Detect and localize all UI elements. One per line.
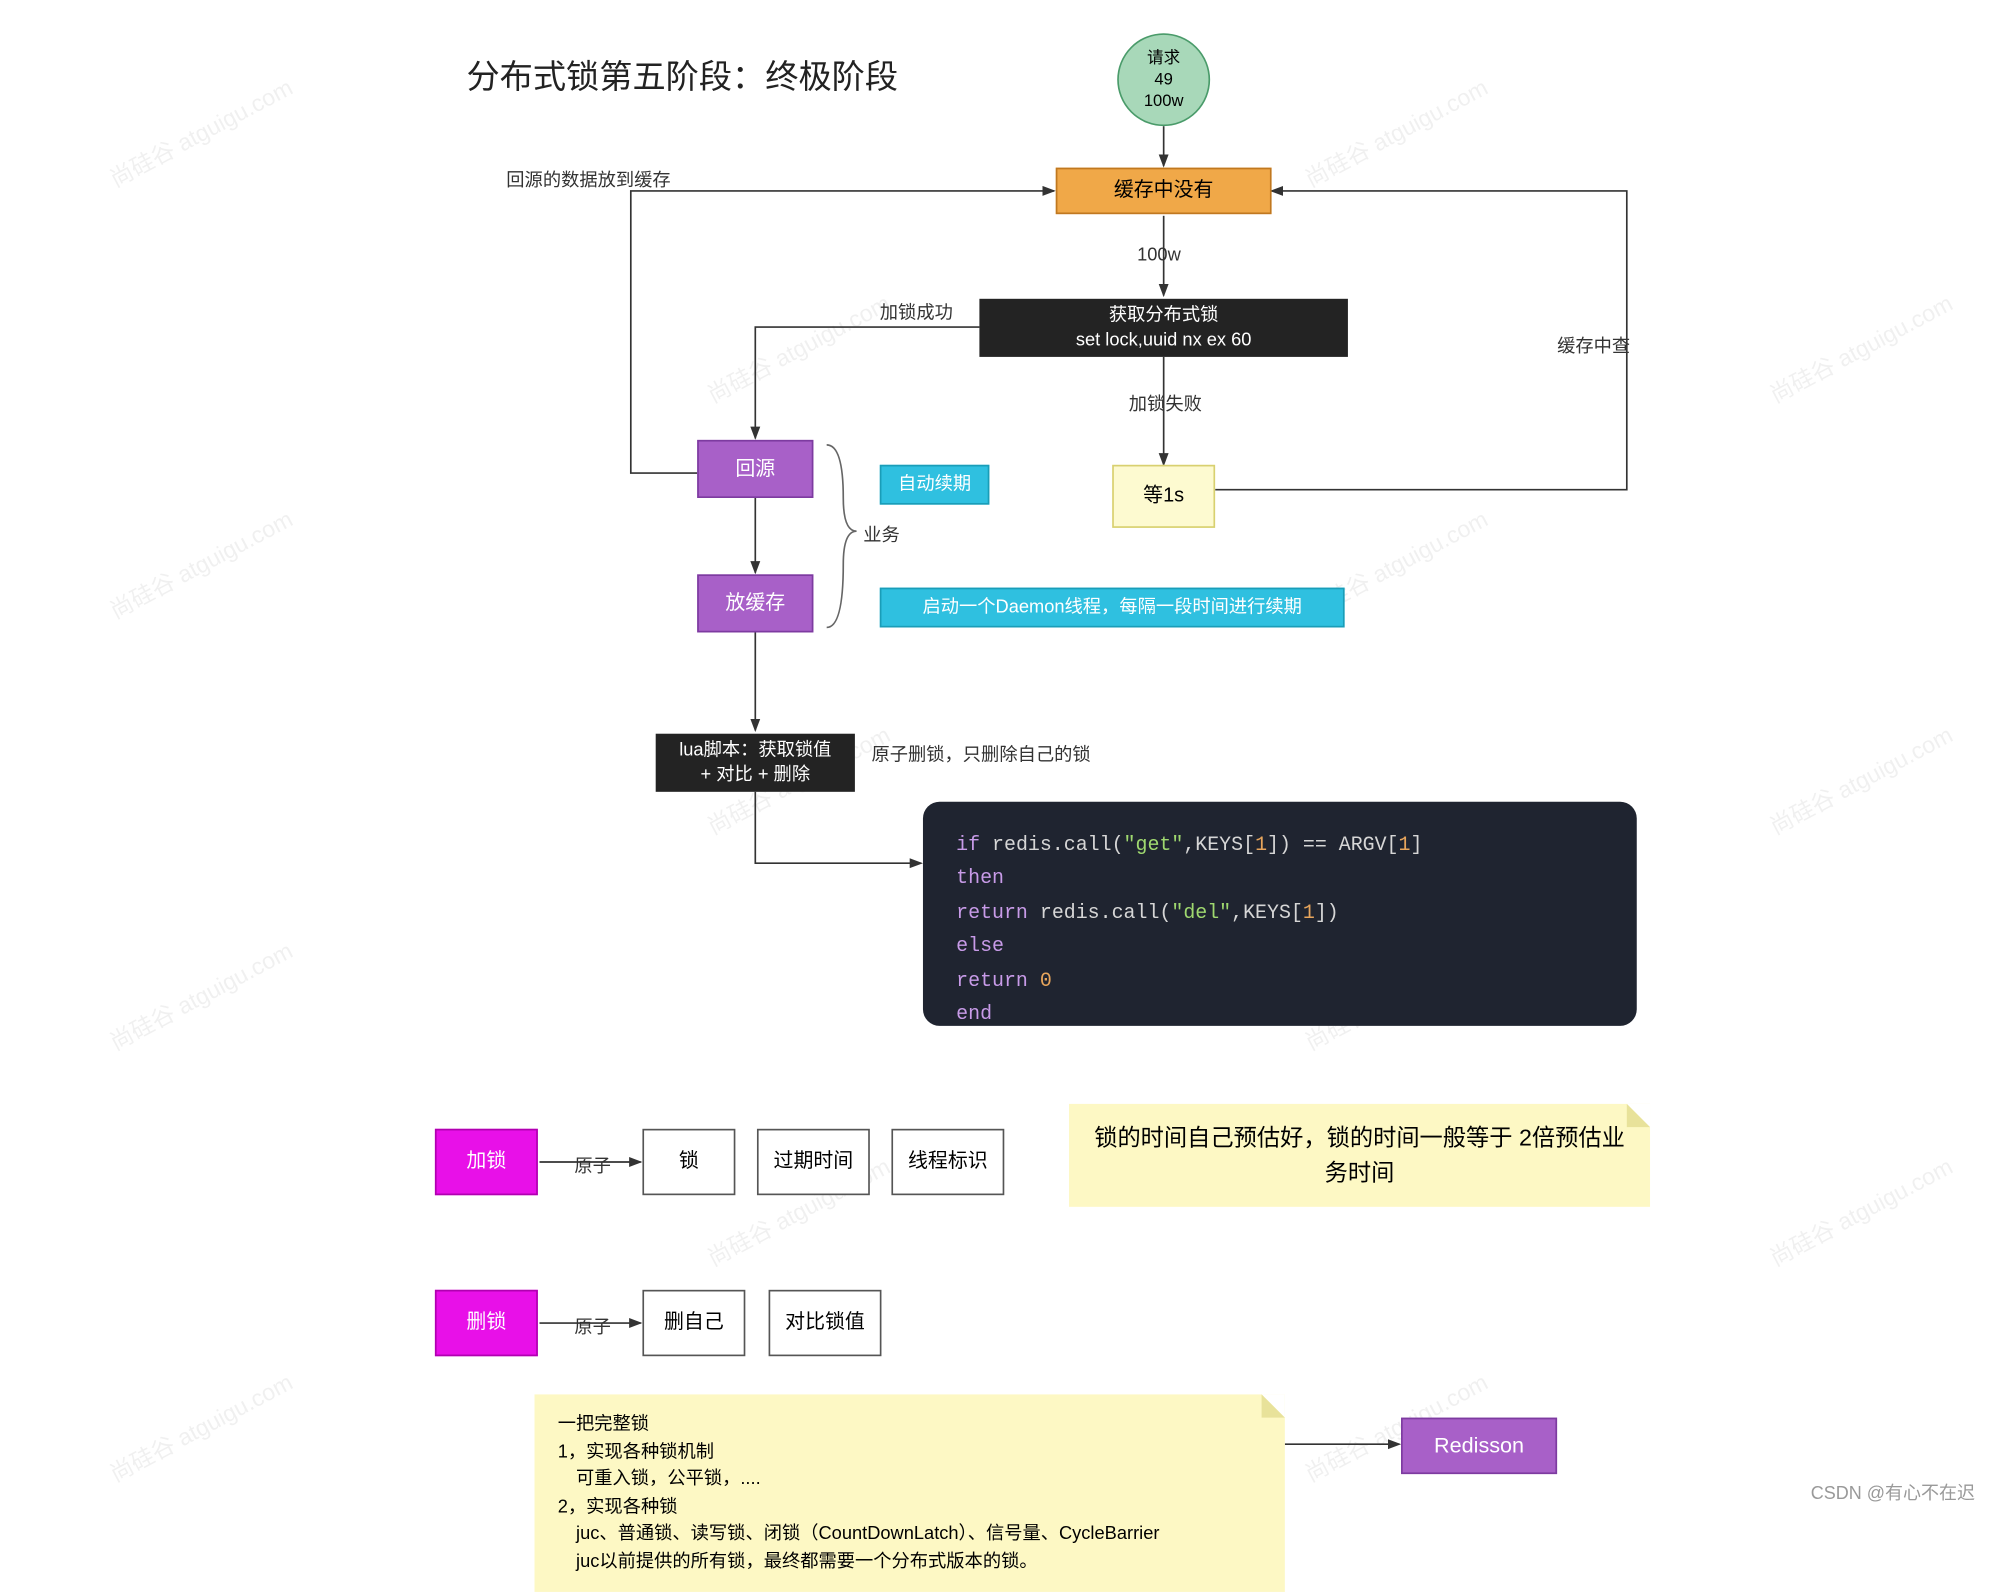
watermark: 尚硅谷 atguigu.com xyxy=(104,934,299,1059)
code-t: "del" xyxy=(1171,901,1231,924)
node-del-magenta: 删锁 xyxy=(435,1290,538,1356)
get-lock-l2: set lock,uuid nx ex 60 xyxy=(1076,328,1252,352)
watermark: 尚硅谷 atguigu.com xyxy=(104,1365,299,1490)
code-t: return xyxy=(956,901,1040,924)
code-t: end xyxy=(956,1003,992,1026)
node-put-cache: 放缓存 xyxy=(697,574,813,632)
node-origin: 回源 xyxy=(697,440,813,498)
code-t: "get" xyxy=(1124,833,1184,856)
label-back-to-cache: 回源的数据放到缓存 xyxy=(506,166,670,193)
label-cache-hit: 缓存中查 xyxy=(1557,332,1630,359)
code-t: redis.call( xyxy=(1040,901,1172,924)
note-full-p2b: juc、普通锁、读写锁、闭锁（CountDownLatch）、信号量、Cycle… xyxy=(558,1521,1262,1548)
code-t: ]) == ARGV[ xyxy=(1267,833,1399,856)
code-t: return xyxy=(956,969,1040,992)
page-title: 分布式锁第五阶段：终极阶段 xyxy=(466,50,898,98)
node-redisson: Redisson xyxy=(1401,1418,1557,1474)
watermark: 尚硅谷 atguigu.com xyxy=(1299,71,1494,196)
code-t: 1 xyxy=(1255,833,1267,856)
node-get-lock: 获取分布式锁 set lock,uuid nx ex 60 xyxy=(979,299,1348,357)
node-lock-magenta: 加锁 xyxy=(435,1129,538,1195)
request-l2: 49 xyxy=(1144,69,1184,91)
node-auto-renew: 自动续期 xyxy=(880,465,990,505)
code-t: ,KEYS[ xyxy=(1183,833,1255,856)
label-atomic-del: 原子删锁，只删除自己的锁 xyxy=(872,744,1091,768)
label-lock-ok: 加锁成功 xyxy=(880,299,953,326)
watermark: 尚硅谷 atguigu.com xyxy=(701,286,896,411)
watermark: 尚硅谷 atguigu.com xyxy=(1764,1150,1959,1275)
diagram-canvas: 尚硅谷 atguigu.com 尚硅谷 atguigu.com 尚硅谷 atgu… xyxy=(0,0,1992,1514)
node-del-self-box: 删自己 xyxy=(642,1290,745,1356)
code-t: 1 xyxy=(1399,833,1411,856)
watermark: 尚硅谷 atguigu.com xyxy=(1764,718,1959,843)
code-block: if redis.call("get",KEYS[1]) == ARGV[1] … xyxy=(923,802,1637,1026)
label-biz: 业务 xyxy=(863,521,900,548)
code-t: else xyxy=(956,935,1004,958)
note-time: 锁的时间自己预估好，锁的时间一般等于 2倍预估业务时间 xyxy=(1069,1104,1650,1207)
label-lock-fail: 加锁失败 xyxy=(1129,390,1202,417)
code-t: redis.call( xyxy=(992,833,1124,856)
label-atomic2: 原子 xyxy=(574,1313,611,1340)
node-lock-box: 锁 xyxy=(642,1129,735,1195)
node-cache-miss: 缓存中没有 xyxy=(1056,168,1272,214)
code-t: ,KEYS[ xyxy=(1231,901,1303,924)
request-l1: 请求 xyxy=(1144,47,1184,69)
code-t: ] xyxy=(1410,833,1422,856)
node-thread-box: 线程标识 xyxy=(891,1129,1004,1195)
node-daemon: 启动一个Daemon线程，每隔一段时间进行续期 xyxy=(880,588,1345,628)
note-full-p2c: juc以前提供的所有锁，最终都需要一个分布式版本的锁。 xyxy=(558,1548,1262,1575)
get-lock-l1: 获取分布式锁 xyxy=(1076,304,1252,328)
note-full-lock: 一把完整锁 1，实现各种锁机制 可重入锁，公平锁，.... 2，实现各种锁 ju… xyxy=(535,1394,1285,1592)
note-full-p1b: 可重入锁，公平锁，.... xyxy=(558,1466,1262,1493)
note-full-p1: 1，实现各种锁机制 xyxy=(558,1438,1262,1465)
code-t: then xyxy=(956,867,1004,890)
code-t: if xyxy=(956,833,992,856)
node-request: 请求 49 100w xyxy=(1117,33,1210,126)
watermark: 尚硅谷 atguigu.com xyxy=(104,71,299,196)
watermark: 尚硅谷 atguigu.com xyxy=(1764,286,1959,411)
lua-l2: + 对比 + 删除 xyxy=(679,763,831,787)
code-t: 1 xyxy=(1303,901,1315,924)
bottom-credit: CSDN @有心不在迟 xyxy=(1811,1479,1975,1505)
node-lua: lua脚本：获取锁值 + 对比 + 删除 xyxy=(656,734,855,792)
watermark: 尚硅谷 atguigu.com xyxy=(104,502,299,627)
note-full-title: 一把完整锁 xyxy=(558,1411,1262,1438)
request-l3: 100w xyxy=(1144,90,1184,112)
node-compare-box: 对比锁值 xyxy=(769,1290,882,1356)
lua-l1: lua脚本：获取锁值 xyxy=(679,739,831,763)
node-expire-box: 过期时间 xyxy=(757,1129,870,1195)
node-wait: 等1s xyxy=(1112,465,1215,528)
label-100w: 100w xyxy=(1137,246,1181,266)
note-full-p2: 2，实现各种锁 xyxy=(558,1493,1262,1520)
code-t: ]) xyxy=(1315,901,1339,924)
code-t: 0 xyxy=(1040,969,1052,992)
atomic-del-text: 原子删锁，只删除自己的锁 xyxy=(872,745,1091,765)
label-atomic1: 原子 xyxy=(574,1152,611,1179)
